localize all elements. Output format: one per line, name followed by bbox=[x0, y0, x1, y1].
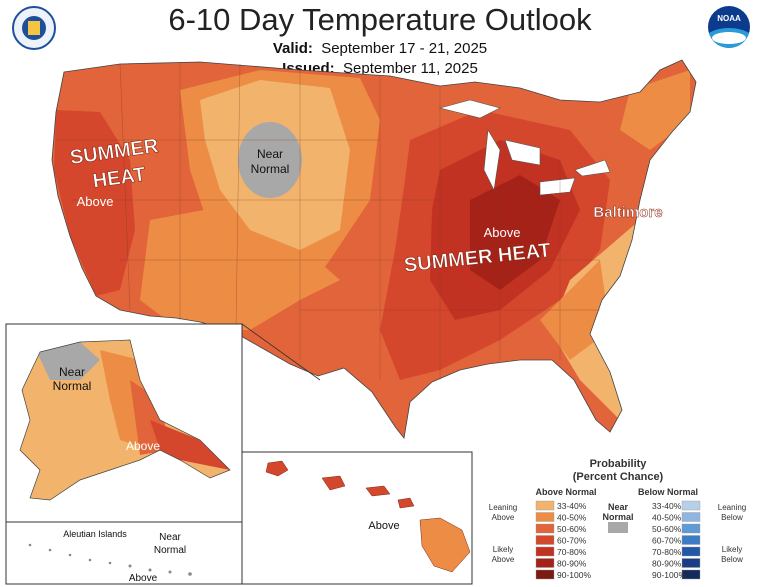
legend-above-range-3: 60-70% bbox=[557, 536, 587, 546]
legend-above-swatch-1 bbox=[535, 512, 555, 522]
label-hi-above: Above bbox=[368, 520, 399, 532]
aleutian-labels: Aleutian Islands Near Normal Above bbox=[63, 529, 186, 584]
legend-likely-below-2: Below bbox=[721, 555, 743, 564]
legend-likely-below-1: Likely bbox=[722, 545, 742, 554]
label-ak-near-2: Normal bbox=[53, 379, 92, 393]
valid-label: Valid: bbox=[272, 40, 313, 57]
valid-value: September 17 - 21, 2025 bbox=[321, 40, 488, 57]
legend-near-2: Normal bbox=[602, 512, 633, 522]
label-above-east: Above bbox=[484, 225, 521, 240]
noaa-logo-icon: NOAA bbox=[708, 6, 750, 48]
legend-below-swatch-2 bbox=[681, 523, 701, 534]
legend-above-swatch-6 bbox=[535, 569, 555, 580]
legend-leaning-below-1: Leaning bbox=[718, 503, 746, 512]
legend-below-range-1: 40-50% bbox=[652, 513, 682, 523]
label-near-2: Normal bbox=[251, 162, 290, 176]
great-lakes bbox=[438, 99, 611, 196]
conus-outline bbox=[51, 59, 697, 439]
legend-above-range-0: 33-40% bbox=[557, 501, 587, 511]
legend-above-swatch-0 bbox=[535, 500, 555, 511]
page-title: 6-10 Day Temperature Outlook bbox=[168, 2, 592, 37]
legend-above-range-2: 50-60% bbox=[557, 524, 587, 534]
label-al-above: Above bbox=[129, 573, 158, 584]
label-ak-near-1: Near bbox=[59, 365, 85, 379]
valid-line: Valid: September 17 - 21, 2025 bbox=[0, 40, 760, 57]
legend-above-swatch-3 bbox=[535, 535, 555, 545]
label-ak-above: Above bbox=[126, 439, 160, 453]
legend-below-swatch-3 bbox=[681, 535, 701, 545]
legend-above-range-4: 70-80% bbox=[557, 547, 587, 557]
legend-leaning-below-2: Below bbox=[721, 513, 743, 522]
legend-below-range-4: 70-80% bbox=[652, 547, 682, 557]
aleutian-islands bbox=[28, 543, 192, 576]
legend-below-swatches: 33-40% 40-50%50-60% 60-70%70-80% 80-90%90-1… bbox=[652, 500, 701, 580]
legend-title-1: Probability bbox=[590, 458, 648, 470]
legend-above-range-5: 80-90% bbox=[557, 559, 587, 569]
label-al-near-1: Near bbox=[159, 532, 181, 543]
legend-title-2: (Percent Chance) bbox=[573, 471, 664, 483]
legend-below-swatch-5 bbox=[681, 558, 701, 568]
legend-below-range-6: 90-100% bbox=[652, 570, 686, 580]
legend-leaning-above-2: Above bbox=[492, 513, 515, 522]
legend-leaning-above-1: Leaning bbox=[489, 503, 517, 512]
legend-below-range-3: 60-70% bbox=[652, 536, 682, 546]
legend-below-header: Below Normal bbox=[638, 487, 698, 497]
label-al-near-2: Normal bbox=[154, 545, 186, 556]
legend-above-swatch-4 bbox=[535, 546, 555, 557]
legend-below-range-0: 33-40% bbox=[652, 501, 682, 511]
legend: Probability (Percent Chance) Above Norma… bbox=[489, 458, 746, 580]
legend-near-swatch bbox=[608, 522, 628, 533]
legend-likely-above-1: Likely bbox=[493, 545, 513, 554]
legend-below-swatch-4 bbox=[681, 546, 701, 557]
legend-above-range-1: 40-50% bbox=[557, 513, 587, 523]
legend-above-swatch-2 bbox=[535, 523, 555, 534]
commerce-seal-icon bbox=[12, 6, 56, 50]
state-borders bbox=[56, 62, 600, 380]
label-aleutian: Aleutian Islands bbox=[63, 529, 127, 539]
legend-above-swatches: 33-40% 40-50%50-60% 60-70%70-80% 80-90%90-1… bbox=[535, 500, 591, 580]
noaa-logo-text: NOAA bbox=[717, 14, 741, 23]
legend-near-1: Near bbox=[608, 502, 629, 512]
legend-below-swatch-1 bbox=[681, 512, 701, 522]
legend-below-range-2: 50-60% bbox=[652, 524, 682, 534]
legend-likely-above-2: Above bbox=[492, 555, 515, 564]
hawaii-islands bbox=[265, 460, 471, 573]
legend-below-swatch-6 bbox=[681, 569, 701, 580]
label-near-1: Near bbox=[257, 147, 283, 161]
legend-above-header: Above Normal bbox=[535, 487, 596, 497]
legend-below-range-5: 80-90% bbox=[652, 559, 682, 569]
aleutian-inset bbox=[5, 521, 243, 585]
legend-above-range-6: 90-100% bbox=[557, 570, 591, 580]
alaska-labels: Near Normal Above bbox=[53, 365, 161, 453]
legend-above-swatch-5 bbox=[535, 558, 555, 568]
label-above-west: Above bbox=[77, 194, 114, 209]
label-baltimore: Baltimore bbox=[593, 204, 662, 221]
legend-below-swatch-0 bbox=[681, 500, 701, 511]
issued-value: September 11, 2025 bbox=[343, 60, 478, 77]
